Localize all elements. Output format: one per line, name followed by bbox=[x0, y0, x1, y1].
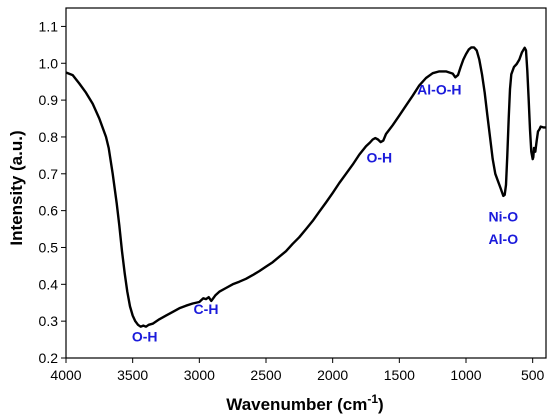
x-axis-ticks: 4000 3500 3000 2500 2000 1500 1000 500 bbox=[50, 358, 545, 383]
y-tick-label: 0.3 bbox=[39, 313, 59, 329]
plot-frame bbox=[65, 7, 547, 359]
peak-label: Ni-O bbox=[489, 209, 519, 225]
peak-label: Al-O-H bbox=[417, 82, 461, 98]
y-tick-label: 0.2 bbox=[39, 350, 59, 366]
peak-annotations: O-H C-H O-H Al-O-H Ni-O Al-O bbox=[132, 82, 518, 345]
x-tick-label: 3000 bbox=[184, 367, 215, 383]
y-tick-label: 0.4 bbox=[39, 276, 59, 292]
y-tick-label: 1.1 bbox=[39, 18, 59, 34]
y-axis-ticks: 0.2 0.3 0.4 0.5 0.6 0.7 0.8 0.9 1.0 1.1 bbox=[39, 18, 66, 366]
spectrum-line bbox=[65, 46, 546, 328]
peak-label: Al-O bbox=[489, 231, 519, 247]
peak-label: O-H bbox=[132, 328, 158, 344]
y-axis-title: Intensity (a.u.) bbox=[7, 130, 26, 245]
y-tick-label: 0.5 bbox=[39, 239, 59, 255]
x-tick-label: 4000 bbox=[50, 367, 81, 383]
peak-label: O-H bbox=[366, 150, 392, 166]
plot-area bbox=[65, 7, 547, 359]
y-tick-label: 0.9 bbox=[39, 92, 59, 108]
peak-label: C-H bbox=[194, 301, 219, 317]
x-tick-label: 3500 bbox=[117, 367, 148, 383]
y-tick-label: 0.6 bbox=[39, 203, 59, 219]
x-axis-title: Wavenumber (cm-1) bbox=[226, 392, 383, 414]
x-tick-label: 2500 bbox=[250, 367, 281, 383]
x-tick-label: 500 bbox=[521, 367, 545, 383]
x-tick-label: 1500 bbox=[384, 367, 415, 383]
x-tick-label: 1000 bbox=[450, 367, 481, 383]
y-tick-label: 0.7 bbox=[39, 166, 59, 182]
x-tick-label: 2000 bbox=[317, 367, 348, 383]
y-tick-label: 0.8 bbox=[39, 129, 59, 145]
y-tick-label: 1.0 bbox=[39, 55, 59, 71]
